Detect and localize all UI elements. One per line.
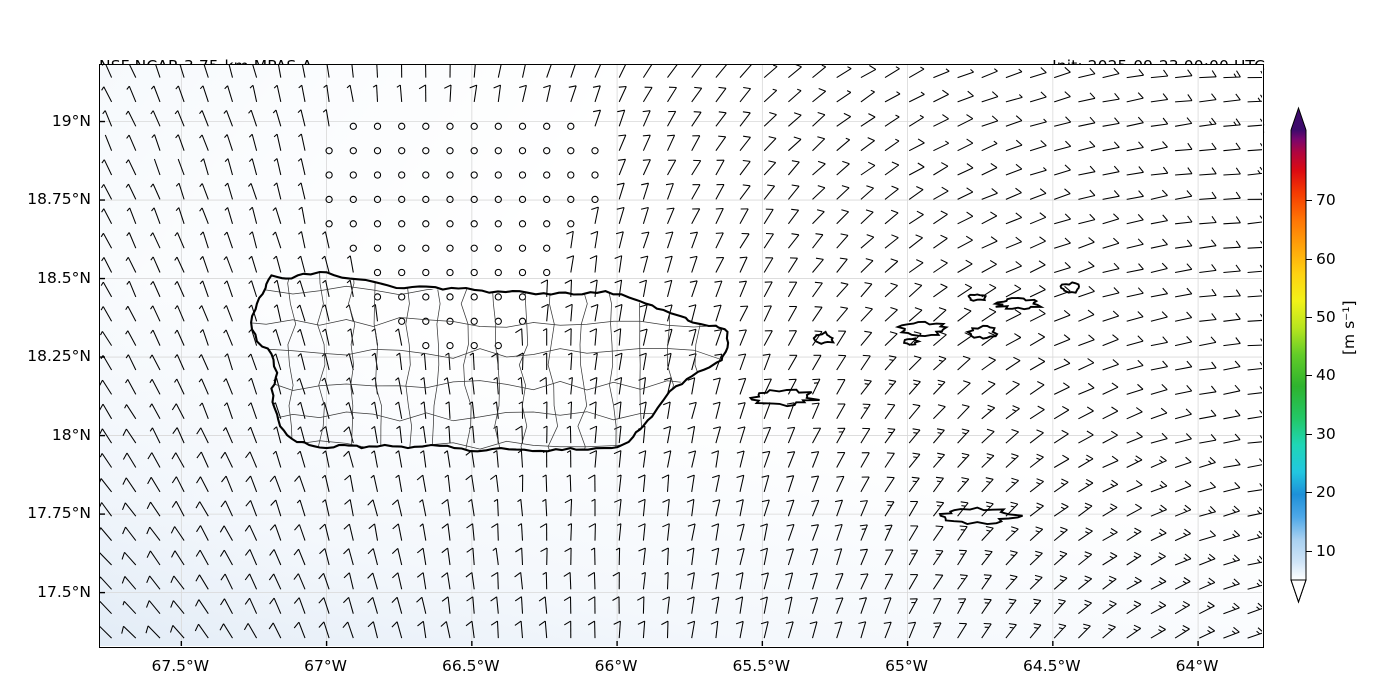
colorbar-tick-label: 60 — [1316, 249, 1336, 268]
colorbar-tick-label: 70 — [1316, 191, 1336, 210]
x-tick-label: 64.5°W — [1023, 657, 1081, 675]
colorbar-tick-label: 50 — [1316, 308, 1336, 326]
colorbar-tick-mark — [1306, 492, 1312, 494]
x-tick-label: 65.5°W — [732, 657, 791, 675]
y-tick-label: 18.75°N — [27, 190, 91, 209]
x-tick-label: 65°W — [885, 657, 928, 675]
colorbar-tick-label: 30 — [1316, 424, 1336, 443]
y-tick-label: 19°N — [51, 111, 91, 130]
colorbar — [1290, 106, 1307, 604]
colorbar-tick-mark — [1306, 317, 1312, 318]
y-tick-label: 17.75°N — [27, 504, 91, 523]
x-tick-label: 66°W — [594, 657, 638, 675]
colorbar-tick-mark — [1306, 433, 1312, 435]
wind-barb-map — [100, 65, 1262, 646]
map-axes — [99, 64, 1264, 648]
x-tick-label: 67.5°W — [151, 657, 210, 675]
colorbar-tick-mark — [1306, 258, 1312, 260]
y-tick-label: 17.5°N — [37, 582, 91, 601]
x-tick-label: 67°W — [304, 657, 347, 675]
colorbar-tick-mark — [1306, 550, 1312, 552]
colorbar-tick-label: 10 — [1316, 541, 1336, 560]
colorbar-ticks: 10 20 30 40 50 60 70 — [1306, 130, 1366, 580]
colorbar-tick-label: 40 — [1316, 366, 1336, 385]
colorbar-tick-mark — [1306, 375, 1312, 377]
colorbar-tick-label: 20 — [1316, 483, 1336, 502]
x-tick-label: 64°W — [1175, 657, 1219, 675]
colorbar-title: [m s⁻¹] — [1340, 300, 1358, 355]
y-tick-label: 18.5°N — [37, 268, 91, 287]
colorbar-tick-mark — [1306, 200, 1312, 202]
y-tick-label: 18°N — [51, 425, 91, 444]
y-tick-label: 18.25°N — [27, 347, 91, 366]
x-tick-label: 66.5°W — [442, 657, 500, 675]
